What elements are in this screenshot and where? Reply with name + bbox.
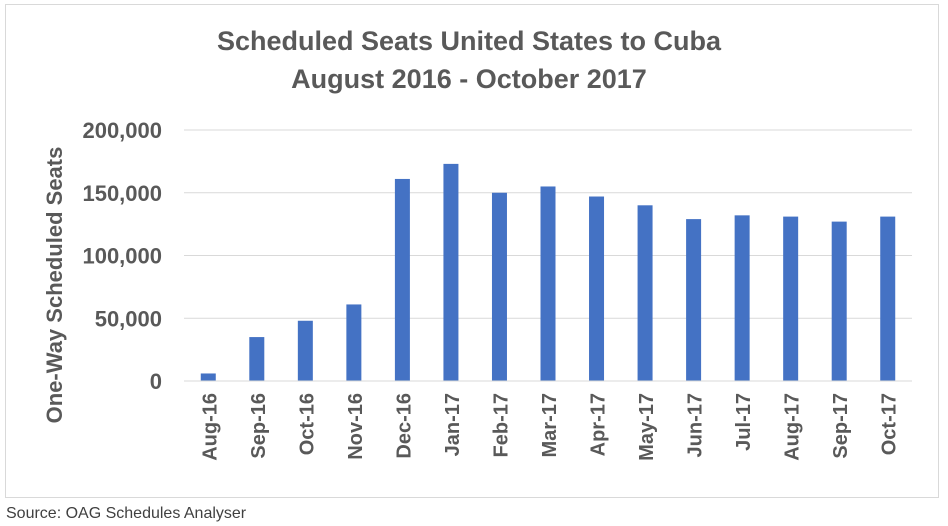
x-tick-label: Nov-16	[345, 393, 367, 460]
y-tick-label: 100,000	[82, 244, 162, 269]
bar	[880, 216, 896, 381]
bar	[783, 216, 799, 381]
x-tick-label: Aug-16	[199, 393, 221, 461]
chart-subtitle: August 2016 - October 2017	[291, 64, 647, 94]
bar	[249, 337, 265, 381]
bar	[443, 163, 459, 381]
x-tick-label: Oct-17	[879, 393, 901, 455]
bar	[831, 221, 847, 381]
bar	[297, 320, 313, 381]
source-note: Source: OAG Schedules Analyser	[6, 505, 247, 522]
x-tick-label: Feb-17	[490, 393, 512, 457]
y-axis-label: One-Way Scheduled Seats	[42, 147, 67, 424]
x-tick-label: Jun-17	[685, 393, 707, 457]
bar	[589, 196, 605, 381]
x-tick-label: May-17	[636, 393, 658, 461]
bar	[346, 304, 362, 381]
x-tick-label: Sep-16	[248, 393, 270, 459]
x-tick-label: Apr-17	[588, 393, 610, 456]
x-tick-label: Aug-17	[782, 393, 804, 461]
bar	[540, 186, 556, 381]
chart-title: Scheduled Seats United States to Cuba	[217, 26, 722, 56]
x-tick-label: Jan-17	[442, 393, 464, 456]
x-tick-label: Sep-17	[830, 393, 852, 459]
bar	[394, 178, 410, 381]
x-tick-label: Oct-16	[296, 393, 318, 455]
x-tick-label: Dec-16	[393, 393, 415, 459]
bar-chart: Scheduled Seats United States to Cuba Au…	[42, 26, 912, 461]
y-tick-label: 0	[150, 369, 162, 394]
x-tick-label: Jul-17	[733, 393, 755, 451]
bar	[637, 205, 653, 381]
chart-frame	[5, 4, 939, 498]
bar	[491, 192, 507, 381]
y-tick-label: 50,000	[95, 306, 162, 331]
x-tick-label: Mar-17	[539, 393, 561, 457]
bar	[734, 215, 750, 381]
y-tick-label: 200,000	[82, 118, 162, 143]
y-tick-label: 150,000	[82, 181, 162, 206]
bar	[200, 373, 216, 381]
bar	[686, 219, 702, 381]
